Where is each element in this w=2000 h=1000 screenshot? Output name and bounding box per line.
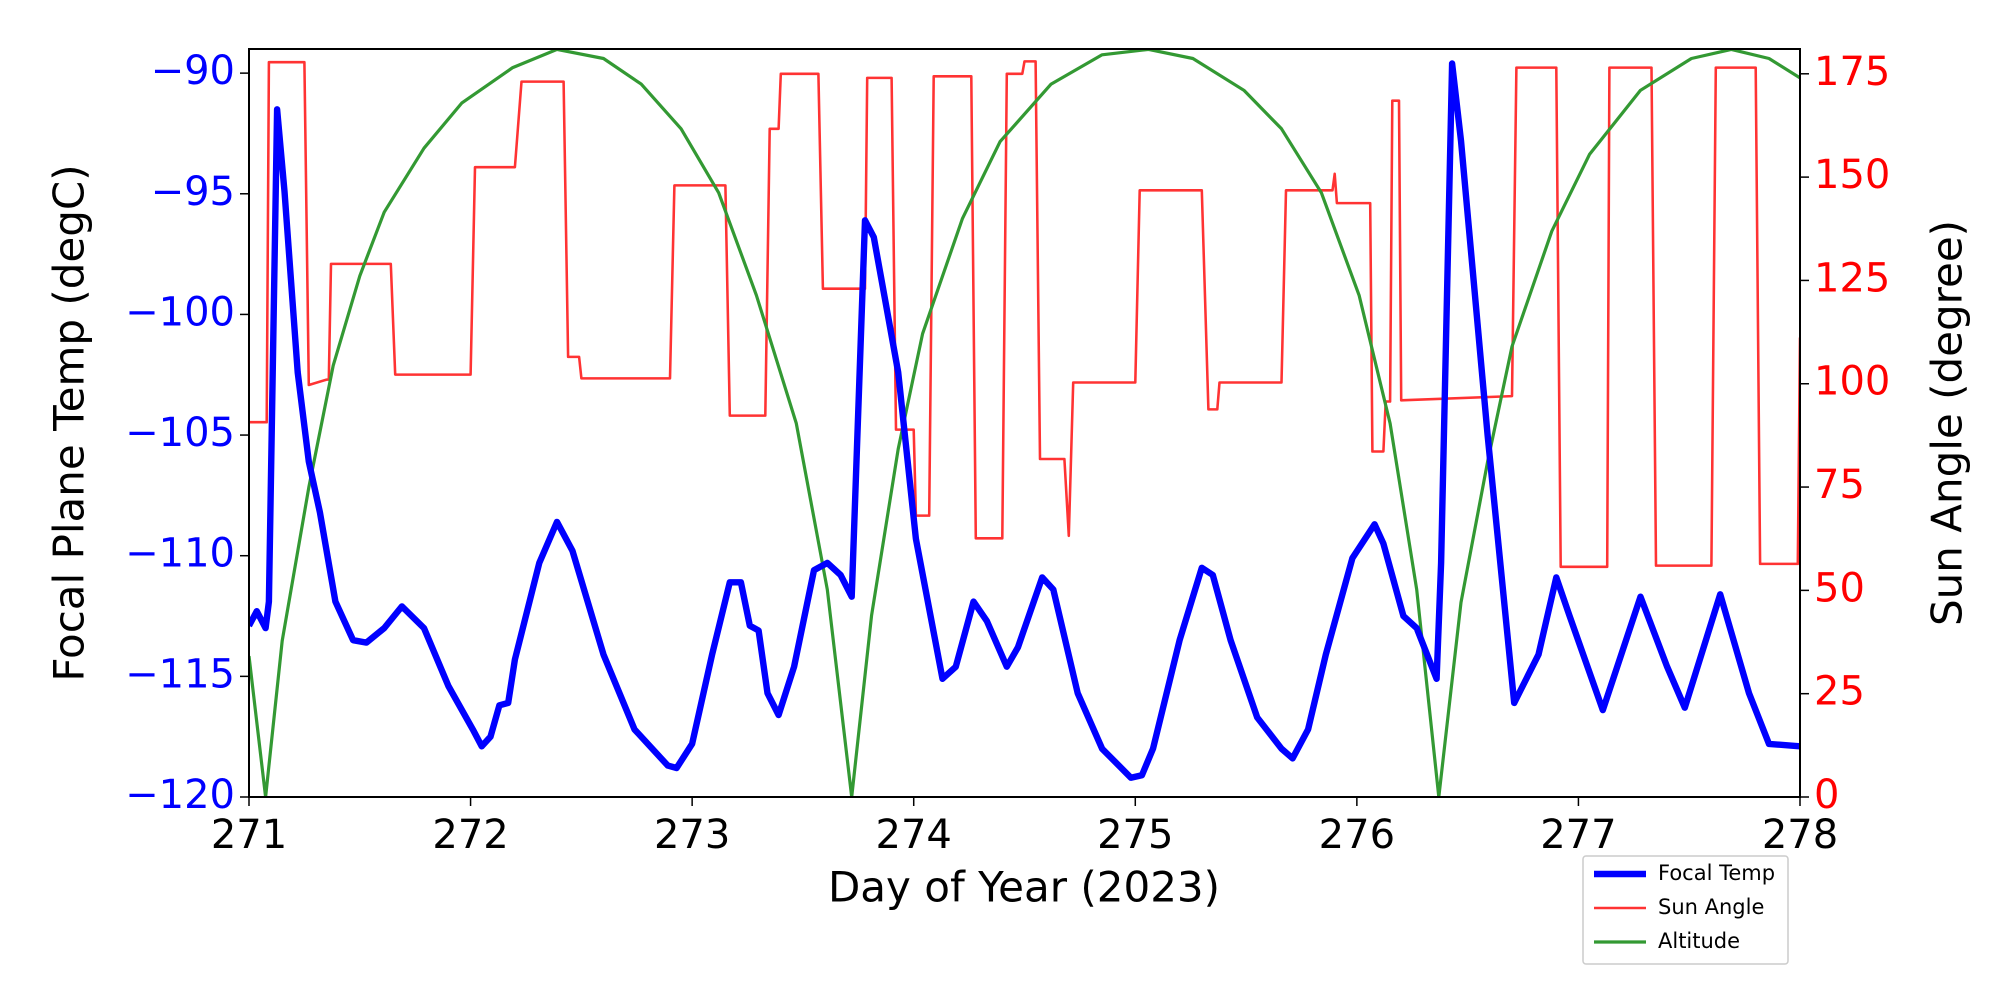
y2-tick-label: 0 (1814, 772, 1839, 818)
y2-tick-label: 175 (1814, 49, 1890, 95)
y-tick-label: −120 (125, 772, 235, 818)
legend-label: Focal Temp (1658, 861, 1775, 885)
x-tick-label: 273 (654, 812, 730, 858)
y2-tick-label: 150 (1814, 152, 1890, 198)
x-tick-label: 278 (1762, 812, 1838, 858)
plot-frame (248, 48, 1801, 798)
y-tick-label: −110 (125, 531, 235, 577)
x-tick-label: 272 (432, 812, 508, 858)
y2-tick-label: 25 (1814, 669, 1865, 715)
legend-label: Altitude (1658, 929, 1740, 953)
y2-axis-label: Sun Angle (degree) (1923, 220, 1972, 626)
y2-tick-label: 50 (1814, 565, 1865, 611)
legend: Focal Temp Sun Angle Altitude (1582, 855, 1789, 965)
y-tick-label: −115 (125, 651, 235, 697)
plot-area (249, 49, 1800, 797)
y-tick-label: −95 (151, 169, 235, 215)
y2-tick-label: 75 (1814, 462, 1865, 508)
x-tick-label: 271 (211, 812, 287, 858)
legend-box (1582, 855, 1789, 965)
series-line (249, 60, 1800, 569)
y2-tick-label: 100 (1814, 359, 1890, 405)
y-tick-label: −100 (125, 289, 235, 335)
y2-tick-label: 125 (1814, 255, 1890, 301)
x-tick-label: 276 (1319, 812, 1395, 858)
x-axis-label: Day of Year (2023) (828, 863, 1220, 912)
y-tick-label: −105 (125, 410, 235, 456)
y-tick-label: −90 (151, 48, 235, 94)
series-line (249, 49, 1800, 797)
x-tick-label: 275 (1097, 812, 1173, 858)
legend-label: Sun Angle (1658, 895, 1764, 919)
series-line (249, 60, 1800, 781)
x-tick-label: 277 (1540, 812, 1616, 858)
x-tick-label: 274 (876, 812, 952, 858)
y-axis-label: Focal Plane Temp (degC) (45, 164, 94, 681)
